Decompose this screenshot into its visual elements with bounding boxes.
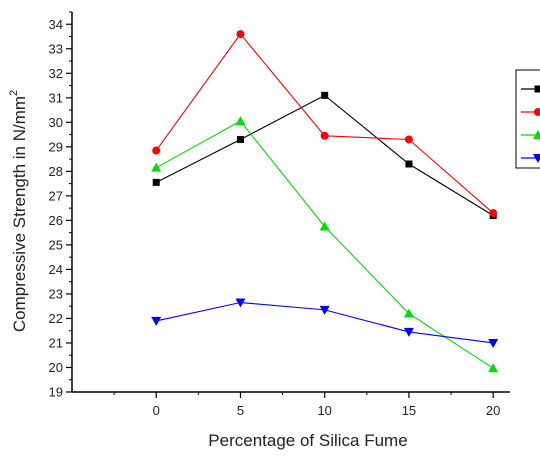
y-tick-label: 24 xyxy=(49,262,63,277)
y-tick-label: 34 xyxy=(49,17,63,32)
series-3 xyxy=(151,116,498,372)
data-point xyxy=(321,132,329,140)
data-point xyxy=(405,135,413,143)
x-tick-label: 15 xyxy=(402,403,416,418)
data-point xyxy=(237,136,244,143)
y-axis-label: Compressive Strength in N/mm2 xyxy=(8,90,29,332)
data-point xyxy=(488,363,498,372)
y-tick-label: 23 xyxy=(49,286,63,301)
data-point xyxy=(152,147,160,155)
legend-box xyxy=(516,70,540,168)
series-1 xyxy=(153,92,497,219)
y-tick-label: 31 xyxy=(49,90,63,105)
data-point xyxy=(151,317,161,326)
data-point xyxy=(151,163,161,172)
y-tick-label: 33 xyxy=(49,41,63,56)
y-axis-label-text: Compressive Strength in N/mm xyxy=(10,96,29,332)
y-tick-label: 26 xyxy=(49,213,63,228)
x-tick-label: 20 xyxy=(486,403,500,418)
data-point xyxy=(236,30,244,38)
x-tick-label: 5 xyxy=(237,403,244,418)
x-axis-label: Percentage of Silica Fume xyxy=(208,431,407,450)
series-line xyxy=(156,34,493,213)
series-line xyxy=(156,121,493,368)
y-axis-label-superscript: 2 xyxy=(8,90,20,96)
legend xyxy=(516,70,540,168)
x-tick-label: 10 xyxy=(317,403,331,418)
y-tick-label: 19 xyxy=(49,385,63,400)
series-line xyxy=(156,95,493,215)
legend-marker xyxy=(535,86,540,93)
y-tick-label: 22 xyxy=(49,311,63,326)
y-tick-label: 32 xyxy=(49,66,63,81)
y-tick-label: 20 xyxy=(49,360,63,375)
y-tick-label: 25 xyxy=(49,237,63,252)
series-group xyxy=(151,30,498,372)
data-point xyxy=(153,179,160,186)
axes: 0 5 10 15 20 19 20 21 22 23 24 25 26 27 28 29 30 31 32 33 34 xyxy=(49,12,510,418)
y-tick-label: 30 xyxy=(49,115,63,130)
data-point xyxy=(405,161,412,168)
data-point xyxy=(321,92,328,99)
y-tick-label: 21 xyxy=(49,335,63,350)
y-tick-label: 28 xyxy=(49,164,63,179)
data-point xyxy=(235,116,245,125)
y-tick-label: 29 xyxy=(49,139,63,154)
series-2 xyxy=(152,30,497,217)
svg-text:Compressive Strength in N/mm2: Compressive Strength in N/mm2 xyxy=(8,90,29,332)
y-tick-label: 27 xyxy=(49,188,63,203)
data-point xyxy=(488,339,498,348)
series-4 xyxy=(151,299,498,348)
data-point xyxy=(489,209,497,217)
x-tick-label: 0 xyxy=(153,403,160,418)
